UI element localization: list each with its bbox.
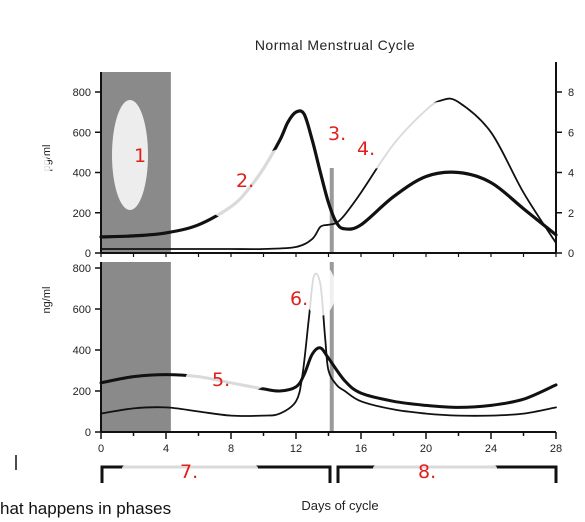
top-left-ytick-label: 0 [85,248,91,260]
bottom-ytick-label: 200 [73,386,91,398]
bottom-ytick-label: 600 [73,304,91,316]
top-right-ytick-label: 4 [568,168,574,180]
top-series-2-line [100,97,557,251]
annotation-4: 4. [357,138,375,160]
top-right-ytick-label: 2 [568,208,574,220]
x-tick-label: 12 [290,443,302,455]
annotation-2: 2. [236,170,254,192]
top-left-ytick-label: 200 [73,208,91,220]
annotation-1: 1 [134,145,146,167]
redaction-masks [28,100,497,478]
top-left-ytick-label: 600 [73,127,91,139]
x-tick-label: 28 [550,443,562,455]
top-left-ytick-label: 400 [73,168,91,180]
bottom-ytick-label: 0 [85,427,91,439]
x-tick-label: 0 [98,443,104,455]
question-fragment: hat happens in phases [0,499,172,518]
x-tick-label: 8 [228,443,234,455]
annotation-5: 5. [212,369,230,391]
bottom-shaded-region [102,262,171,432]
annotation-3: 3. [328,123,346,145]
bottom-ovulation-marker [329,262,334,432]
top-right-ytick-label: 8 [568,87,574,99]
top-right-ytick-label: 0 [568,248,574,260]
top-right-ytick-label: 6 [568,127,574,139]
chart-title: Normal Menstrual Cycle [255,37,415,53]
annotation-8: 8. [418,461,436,483]
bottom-ytick-label: 400 [73,345,91,357]
bottom-y-axis-label: ng/ml [41,287,53,314]
annotation-6: 6. [290,288,308,310]
top-left-ytick-label: 800 [73,87,91,99]
x-axis-label: Days of cycle [301,498,378,513]
annotation-7: 7. [180,461,198,483]
x-tick-label: 20 [420,443,432,455]
bottom-ytick-label: 800 [73,263,91,275]
x-tick-label: 24 [485,443,497,455]
x-tick-label: 4 [163,443,169,455]
x-tick-label: 16 [355,443,367,455]
